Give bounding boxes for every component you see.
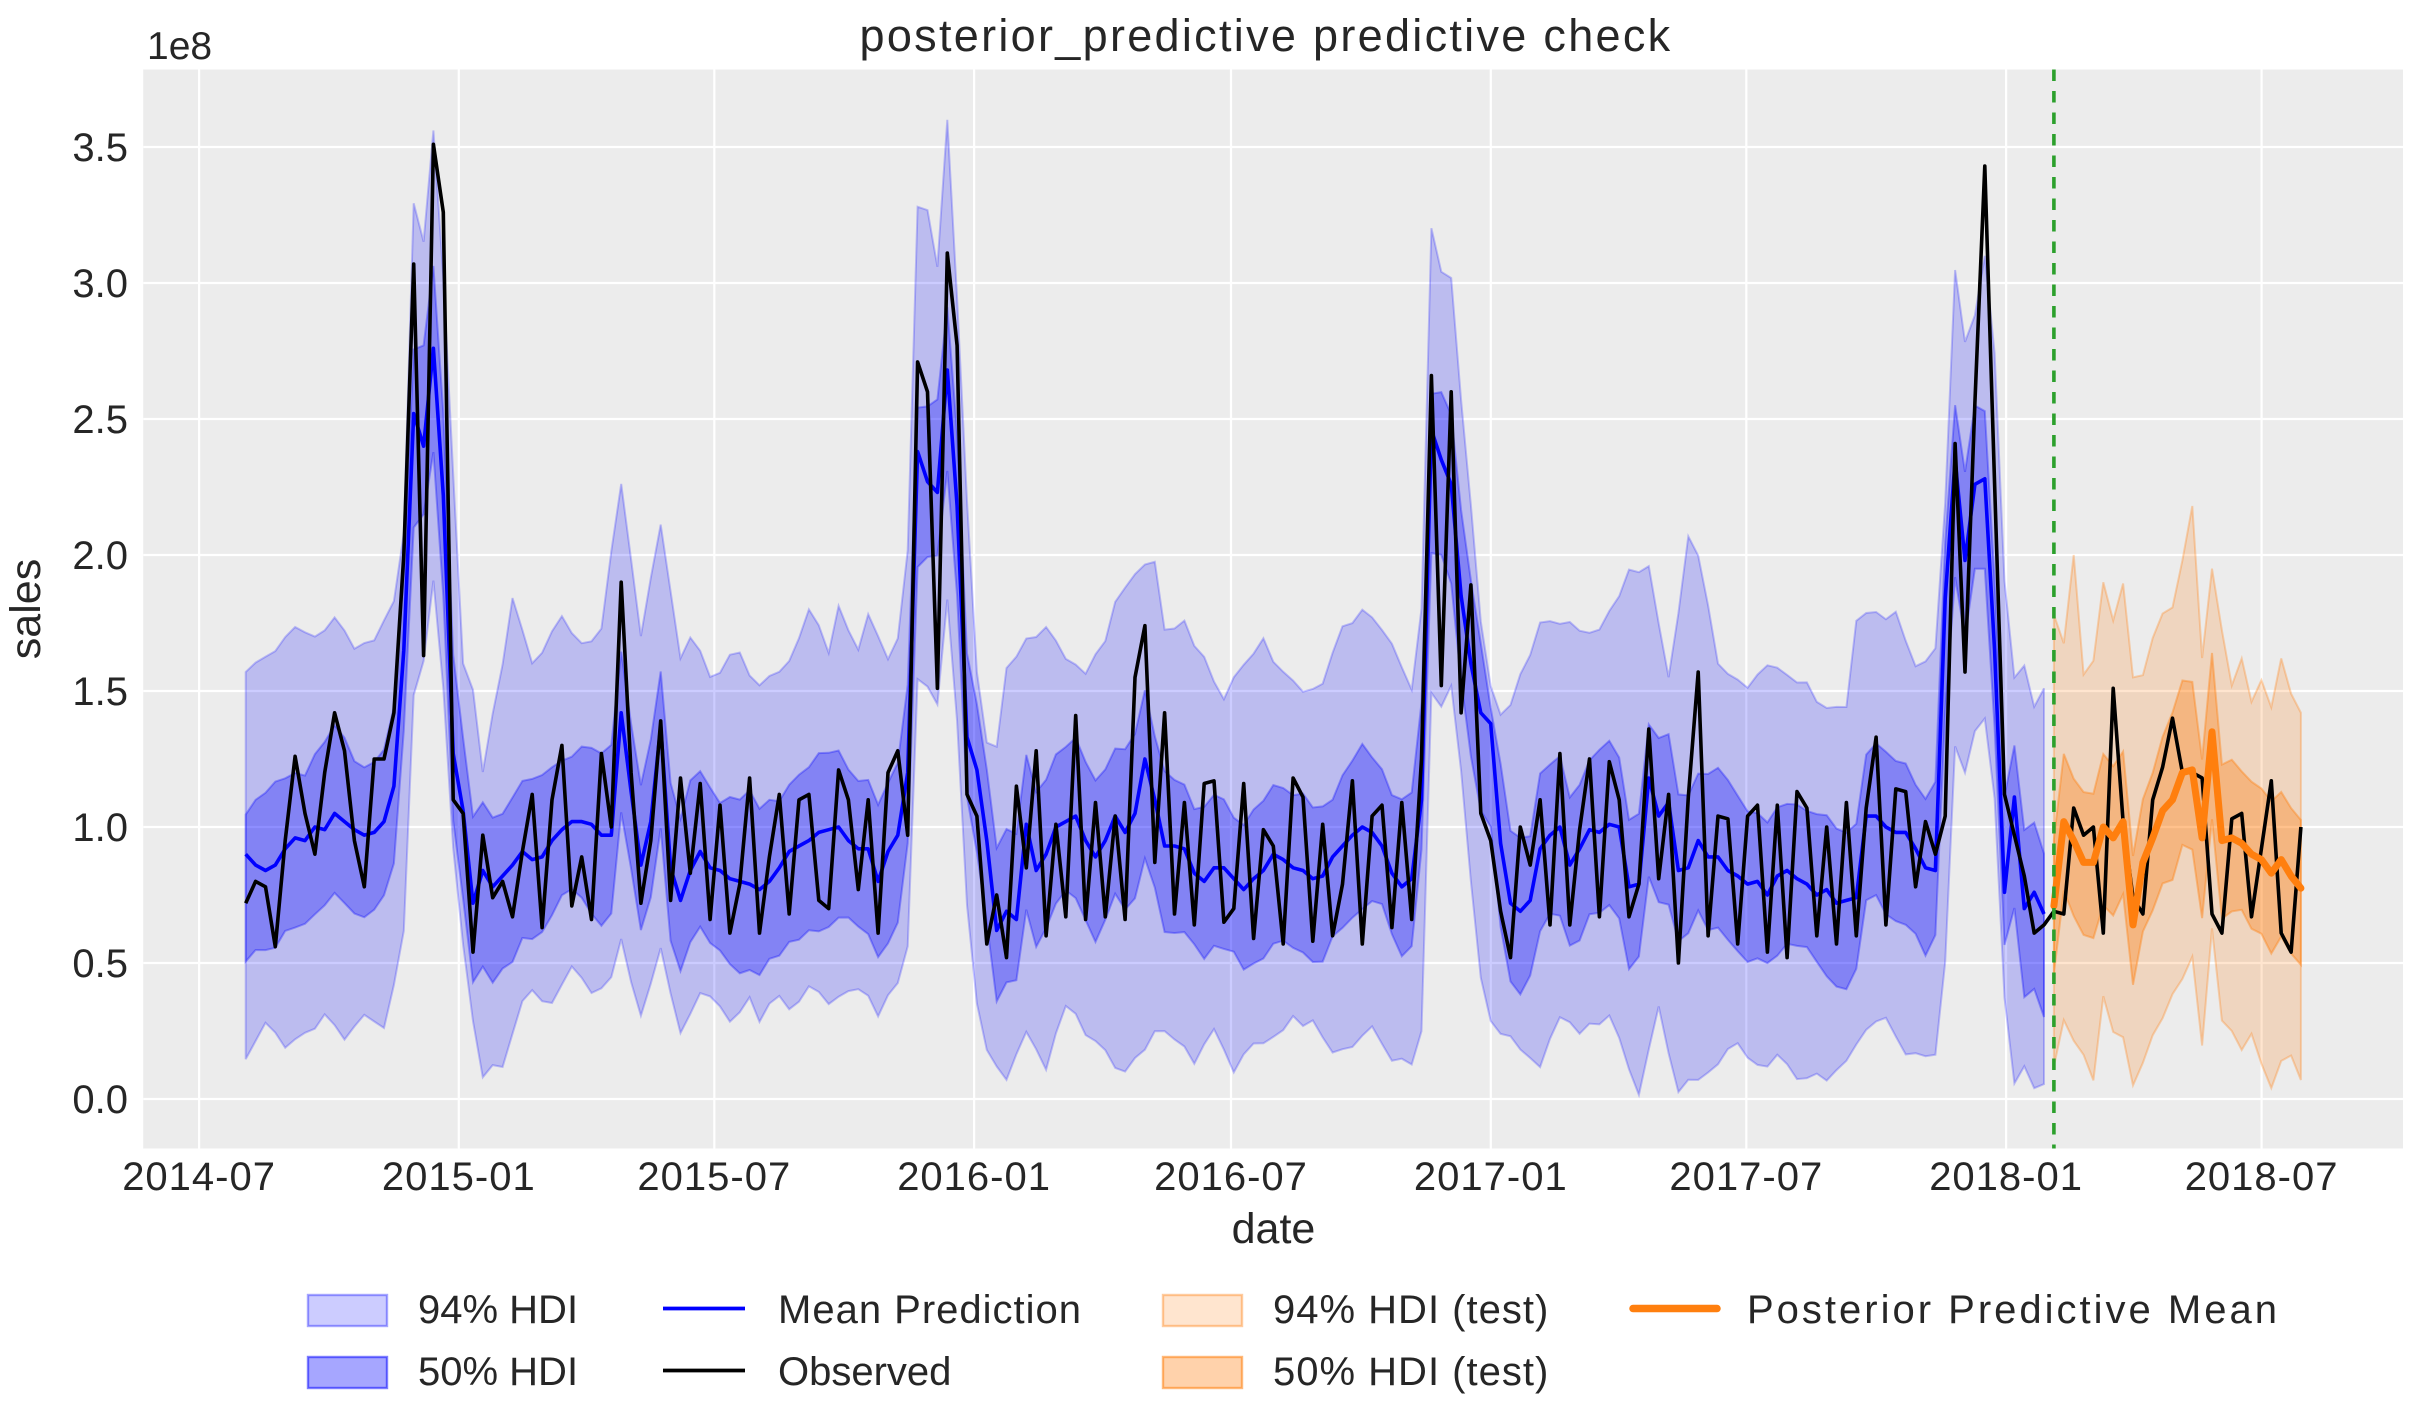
svg-text:2016-01: 2016-01 <box>897 1155 1051 1199</box>
svg-text:Observed: Observed <box>778 1350 951 1394</box>
svg-text:2018-07: 2018-07 <box>2185 1155 2339 1199</box>
svg-text:sales: sales <box>2 559 50 659</box>
svg-text:3.0: 3.0 <box>72 262 128 306</box>
svg-text:50% HDI (test): 50% HDI (test) <box>1273 1350 1549 1394</box>
svg-text:2017-07: 2017-07 <box>1669 1155 1823 1199</box>
svg-text:2016-07: 2016-07 <box>1154 1155 1308 1199</box>
svg-text:50% HDI: 50% HDI <box>418 1350 578 1394</box>
svg-text:2.5: 2.5 <box>72 398 128 442</box>
svg-text:3.5: 3.5 <box>72 126 128 170</box>
svg-text:1.5: 1.5 <box>72 670 128 714</box>
svg-text:94% HDI (test): 94% HDI (test) <box>1273 1288 1549 1332</box>
svg-text:2014-07: 2014-07 <box>122 1155 276 1199</box>
svg-text:date: date <box>1232 1205 1316 1253</box>
svg-text:1.0: 1.0 <box>72 806 128 850</box>
svg-text:posterior_predictive predictiv: posterior_predictive predictive check <box>860 10 1673 61</box>
svg-text:2017-01: 2017-01 <box>1414 1155 1568 1199</box>
svg-text:2015-07: 2015-07 <box>637 1155 791 1199</box>
svg-text:94% HDI: 94% HDI <box>418 1288 578 1332</box>
svg-text:2015-01: 2015-01 <box>382 1155 536 1199</box>
svg-text:2.0: 2.0 <box>72 534 128 578</box>
svg-text:Mean Prediction: Mean Prediction <box>778 1288 1082 1332</box>
svg-text:1e8: 1e8 <box>147 25 212 68</box>
svg-text:Posterior Predictive Mean: Posterior Predictive Mean <box>1747 1288 2280 1332</box>
svg-text:0.0: 0.0 <box>72 1078 128 1122</box>
svg-text:2018-01: 2018-01 <box>1929 1155 2083 1199</box>
svg-text:0.5: 0.5 <box>72 942 128 986</box>
